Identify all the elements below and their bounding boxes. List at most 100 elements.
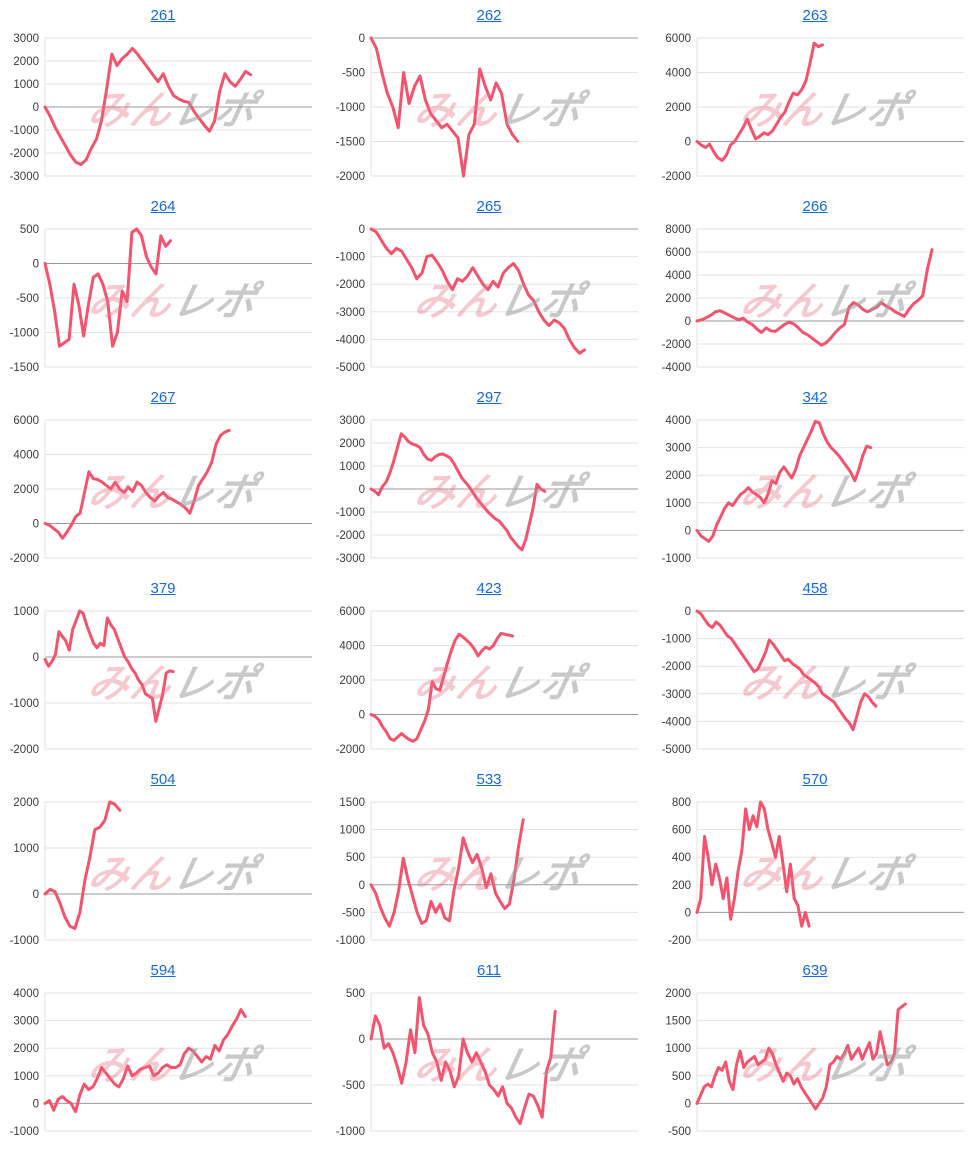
y-tick-label: 1000 — [339, 461, 365, 473]
y-tick-label: -500 — [668, 1126, 691, 1138]
y-tick-label: 4000 — [13, 450, 39, 462]
series-line — [695, 419, 873, 543]
series-line — [369, 996, 557, 1126]
y-tick-label: 3000 — [13, 33, 39, 45]
machine-link[interactable]: 570 — [802, 771, 828, 788]
y-tick-label: 1000 — [13, 843, 39, 855]
y-tick-label: -4000 — [662, 362, 691, 374]
machine-link[interactable]: 266 — [802, 198, 828, 215]
y-tick-label: 0 — [33, 259, 39, 271]
plot-area: 4000 3000 2000 1000 0 -1000 みんレポ — [0, 984, 322, 1144]
machine-link[interactable]: 263 — [802, 7, 828, 24]
series-line — [43, 1008, 247, 1114]
series-line — [369, 227, 587, 355]
y-tick-label: 6000 — [665, 247, 691, 259]
machine-link[interactable]: 267 — [150, 389, 176, 406]
y-tick-label: -1000 — [10, 328, 39, 340]
y-tick-label: 0 — [359, 224, 365, 236]
chart-cell: 297 3000 2000 1000 0 -1000 -2000 -3000 みんレポ — [326, 382, 652, 573]
y-tick-label: -2000 — [10, 553, 39, 565]
y-tick-label: 0 — [685, 907, 691, 919]
y-tick-label: 0 — [685, 316, 691, 328]
y-tick-label: -2000 — [10, 148, 39, 160]
y-tick-label: 0 — [359, 33, 365, 45]
machine-link[interactable]: 594 — [150, 962, 176, 979]
chart-title: 267 — [0, 387, 326, 411]
series-line — [695, 609, 878, 732]
plot-area: 2000 1500 1000 500 0 -500 みんレポ — [652, 984, 974, 1144]
chart-title: 262 — [326, 5, 652, 29]
chart-title: 265 — [326, 196, 652, 220]
y-tick-label: 2000 — [13, 56, 39, 68]
y-tick-label: -2000 — [10, 744, 39, 756]
y-tick-label: 500 — [20, 224, 39, 236]
chart-title: 594 — [0, 960, 326, 984]
chart-cell: 265 0 -1000 -2000 -3000 -4000 -5000 みんレポ — [326, 191, 652, 382]
chart-cell: 263 6000 4000 2000 0 -2000 みんレポ — [652, 0, 978, 191]
chart-title: 611 — [326, 960, 652, 984]
machine-link[interactable]: 379 — [150, 580, 176, 597]
y-tick-label: 0 — [33, 889, 39, 901]
plot-area: 2000 1000 0 -1000 みんレポ — [0, 793, 322, 953]
chart-title: 423 — [326, 578, 652, 602]
series-line — [43, 46, 253, 166]
machine-link[interactable]: 342 — [802, 389, 828, 406]
machine-link[interactable]: 262 — [476, 7, 502, 24]
plot-area: 0 -500 -1000 -1500 -2000 みんレポ — [326, 29, 648, 189]
machine-link[interactable]: 504 — [150, 771, 176, 788]
y-tick-label: 0 — [359, 1034, 365, 1046]
line-chart: 1000 0 -1000 -2000 — [10, 606, 312, 756]
machine-link[interactable]: 423 — [476, 580, 502, 597]
line-chart: 500 0 -500 -1000 -1500 — [10, 224, 312, 374]
series-line — [369, 36, 520, 178]
chart-cell: 639 2000 1500 1000 500 0 -500 みんレポ — [652, 955, 978, 1146]
line-chart: 2000 1500 1000 500 0 -500 — [665, 988, 964, 1138]
chart-cell: 611 500 0 -500 -1000 みんレポ — [326, 955, 652, 1146]
chart-title: 261 — [0, 5, 326, 29]
y-tick-label: 8000 — [665, 224, 691, 236]
y-tick-label: -3000 — [10, 171, 39, 183]
y-tick-label: -1000 — [336, 507, 365, 519]
y-tick-label: -3000 — [336, 553, 365, 565]
y-tick-label: -5000 — [336, 362, 365, 374]
y-tick-label: 0 — [685, 525, 691, 537]
machine-link[interactable]: 265 — [476, 198, 502, 215]
machine-link[interactable]: 264 — [150, 198, 176, 215]
y-tick-label: -2000 — [662, 171, 691, 183]
y-tick-label: 1000 — [339, 825, 365, 837]
machine-link[interactable]: 533 — [476, 771, 502, 788]
series-line — [43, 800, 122, 930]
machine-link[interactable]: 261 — [150, 7, 176, 24]
machine-link[interactable]: 639 — [802, 962, 828, 979]
y-tick-label: -200 — [668, 935, 691, 947]
y-tick-label: -1000 — [10, 125, 39, 137]
y-tick-label: -2000 — [336, 744, 365, 756]
plot-area: 500 0 -500 -1000 みんレポ — [326, 984, 648, 1144]
series-line — [695, 41, 824, 162]
chart-cell: 533 1500 1000 500 0 -500 -1000 みんレポ — [326, 764, 652, 955]
machine-link[interactable]: 458 — [802, 580, 828, 597]
machine-link[interactable]: 611 — [477, 962, 501, 979]
chart-cell: 261 3000 2000 1000 0 -1000 -2000 -3000 みんレポ — [0, 0, 326, 191]
line-chart: 6000 4000 2000 0 -2000 — [336, 606, 638, 756]
y-tick-label: 0 — [359, 484, 365, 496]
line-chart: 6000 4000 2000 0 -2000 — [662, 33, 964, 183]
y-tick-label: 1000 — [13, 1071, 39, 1083]
line-chart: 0 -1000 -2000 -3000 -4000 -5000 — [336, 224, 638, 374]
machine-link[interactable]: 297 — [476, 389, 502, 406]
y-tick-label: 0 — [33, 652, 39, 664]
y-tick-label: 0 — [33, 102, 39, 114]
series-line — [369, 818, 525, 928]
chart-title: 266 — [652, 196, 978, 220]
y-tick-label: -500 — [16, 293, 39, 305]
y-tick-label: -1000 — [10, 935, 39, 947]
y-tick-label: 500 — [346, 988, 365, 1000]
y-tick-label: -500 — [342, 68, 365, 80]
chart-title: 570 — [652, 769, 978, 793]
y-tick-label: 3000 — [13, 1016, 39, 1028]
chart-title: 533 — [326, 769, 652, 793]
line-chart: 500 0 -500 -1000 — [336, 988, 638, 1138]
line-chart: 0 -500 -1000 -1500 -2000 — [336, 33, 638, 183]
plot-area: 1500 1000 500 0 -500 -1000 みんレポ — [326, 793, 648, 953]
